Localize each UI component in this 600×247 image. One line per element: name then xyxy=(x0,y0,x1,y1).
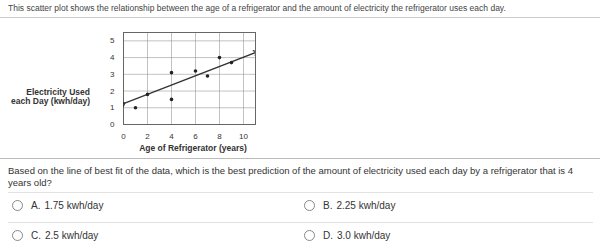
html-text:B. 2.25 kwh/day: B. 2.25 kwh/day xyxy=(323,199,396,211)
html-text:Based on the line of best fit: Based on the line of best fit of the dat… xyxy=(8,165,573,188)
html-text:A. 1.75 kwh/day: A. 1.75 kwh/day xyxy=(31,199,104,211)
svg-text:10: 10 xyxy=(239,132,248,141)
html-text:Age of Refrigerator (years): Age of Refrigerator (years) xyxy=(139,143,247,153)
html-text:This scatter plot shows the re: This scatter plot shows the relationship… xyxy=(8,3,506,13)
html-text:D. 3.0 kwh/day: D. 3.0 kwh/day xyxy=(323,229,391,241)
svg-text:6: 6 xyxy=(193,132,198,141)
svg-text:4: 4 xyxy=(110,53,115,62)
svg-text:8: 8 xyxy=(217,132,222,141)
svg-text:3: 3 xyxy=(110,70,115,79)
svg-text:0: 0 xyxy=(110,120,115,129)
html-text:each Day (kwh/day): each Day (kwh/day) xyxy=(11,96,90,106)
html-text:C. 2.5 kwh/day: C. 2.5 kwh/day xyxy=(31,229,99,241)
svg-text:5: 5 xyxy=(110,36,115,45)
html-text:Electricity Used: Electricity Used xyxy=(26,87,90,97)
svg-text:2: 2 xyxy=(110,87,115,96)
svg-text:4: 4 xyxy=(169,132,174,141)
svg-text:1: 1 xyxy=(110,103,115,112)
svg-text:2: 2 xyxy=(145,132,150,141)
svg-text:0: 0 xyxy=(121,132,126,141)
